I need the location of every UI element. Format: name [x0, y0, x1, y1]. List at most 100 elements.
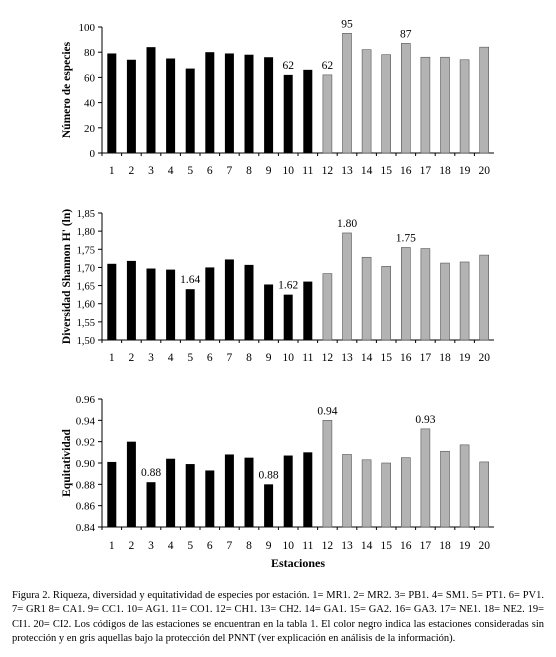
x-tick-label: 14 [361, 540, 373, 552]
x-tick-label: 18 [439, 165, 451, 177]
y-tick-label: 1,75 [77, 245, 95, 256]
x-tick-label: 15 [380, 540, 392, 552]
bar-station-8 [244, 264, 254, 340]
x-tick-label: 7 [227, 540, 233, 552]
x-tick-label: 18 [439, 540, 451, 552]
x-tick-label: 7 [227, 165, 233, 177]
bar-station-1 [107, 53, 117, 153]
data-label: 0.94 [317, 405, 337, 417]
bar-station-13 [342, 32, 352, 154]
bar-station-12 [322, 420, 333, 528]
bar-station-15 [381, 462, 392, 528]
y-tick-label: 40 [84, 98, 96, 110]
bar-station-14 [361, 459, 372, 528]
bar-station-15 [381, 54, 392, 154]
x-tick-label: 2 [129, 165, 135, 177]
data-label: 87 [400, 28, 412, 40]
x-tick-label: 8 [246, 165, 252, 177]
data-label: 0.88 [259, 469, 279, 481]
data-label: 95 [341, 18, 353, 30]
y-tick-label: 0.90 [76, 458, 96, 470]
bar-station-1 [107, 263, 117, 340]
bar-station-9 [264, 284, 274, 340]
x-tick-label: 9 [266, 352, 272, 364]
data-label: 0.88 [141, 467, 161, 479]
x-tick-label: 12 [322, 540, 334, 552]
bar-station-12 [322, 273, 333, 341]
x-tick-label: 18 [439, 352, 451, 364]
y-axis-title: Equitatividad [61, 429, 73, 497]
x-tick-label: 13 [341, 352, 353, 364]
x-tick-label: 20 [478, 540, 490, 552]
x-tick-label: 3 [148, 540, 154, 552]
x-tick-label: 6 [207, 165, 213, 177]
x-tick-label: 7 [227, 352, 233, 364]
x-tick-label: 4 [168, 165, 174, 177]
bar-station-20 [479, 46, 490, 154]
x-axis-title: Estaciones [271, 556, 325, 570]
x-tick-label: 5 [187, 165, 193, 177]
x-tick-label: 19 [459, 165, 471, 177]
bar-station-4 [166, 58, 176, 153]
x-tick-label: 14 [361, 352, 373, 364]
y-tick-label: 0.94 [76, 415, 96, 427]
bar-station-7 [224, 53, 234, 153]
data-label: 1.64 [180, 274, 200, 286]
bar-station-14 [361, 49, 372, 154]
x-tick-label: 4 [168, 540, 174, 552]
bar-station-17 [420, 248, 431, 341]
bar-station-8 [244, 457, 254, 527]
x-tick-label: 5 [187, 540, 193, 552]
y-tick-label: 60 [84, 72, 96, 84]
x-tick-label: 15 [380, 165, 392, 177]
y-tick-label: 1,80 [77, 227, 95, 238]
x-tick-label: 10 [282, 165, 294, 177]
bar-station-2 [126, 59, 136, 154]
bar-station-3 [146, 47, 156, 153]
chart-2: 1,501,551,601,651,701,751,801,851 2 3 4 5 6 7 8… [61, 209, 494, 364]
bar-station-18 [440, 450, 450, 528]
bar-station-5 [185, 464, 195, 527]
x-tick-label: 13 [341, 165, 353, 177]
x-tick-label: 19 [459, 540, 471, 552]
x-tick-label: 1 [109, 165, 115, 177]
x-tick-label: 13 [341, 540, 353, 552]
bar-station-15 [381, 266, 392, 341]
y-tick-label: 80 [84, 47, 96, 59]
y-tick-label: 0.84 [76, 522, 96, 534]
bar-station-3 [146, 268, 156, 340]
y-tick-label: 0 [90, 148, 96, 160]
x-tick-label: 17 [420, 352, 432, 364]
data-label: 1.75 [396, 232, 416, 244]
x-tick-label: 8 [246, 352, 252, 364]
bar-station-4 [166, 269, 176, 340]
bar-station-6 [205, 470, 215, 527]
bar-station-7 [224, 259, 234, 340]
bar-station-18 [440, 56, 450, 154]
x-tick-label: 20 [478, 352, 490, 364]
bar-station-16 [400, 457, 411, 528]
data-label: 62 [282, 60, 294, 72]
bar-station-5 [185, 289, 195, 340]
x-tick-label: 15 [380, 352, 392, 364]
bar-station-2 [126, 441, 136, 527]
y-tick-label: 1,60 [77, 300, 95, 311]
x-tick-label: 11 [302, 540, 313, 552]
bar-station-10 [283, 455, 293, 527]
x-tick-label: 2 [129, 540, 135, 552]
bar-station-19 [459, 261, 470, 341]
x-tick-label: 16 [400, 540, 412, 552]
bar-station-11 [303, 69, 313, 153]
bar-station-16 [400, 247, 411, 341]
bar-station-19 [459, 444, 470, 528]
bar-station-17 [420, 428, 431, 528]
data-label: 62 [322, 60, 334, 72]
bar-station-17 [420, 56, 431, 154]
bar-station-14 [361, 256, 372, 341]
data-label: 0.93 [415, 414, 435, 426]
x-tick-label: 1 [109, 352, 115, 364]
x-tick-label: 3 [148, 352, 154, 364]
x-tick-label: 4 [168, 352, 174, 364]
